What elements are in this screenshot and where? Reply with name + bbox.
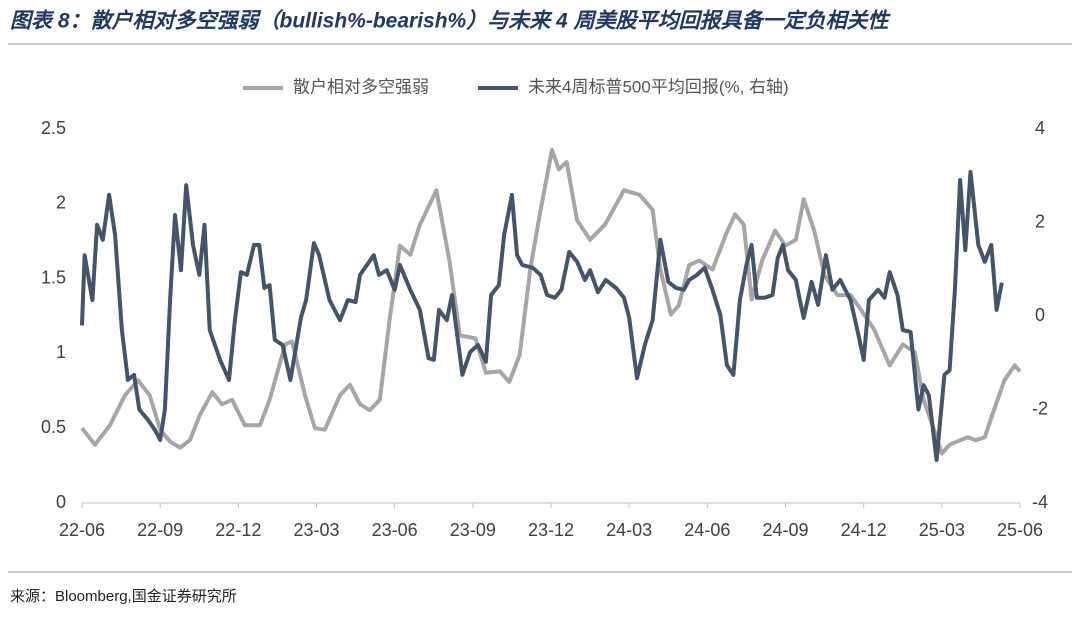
x-tick-label: 23-09 [450, 520, 496, 540]
x-tick-label: 22-12 [215, 520, 261, 540]
y-tick-label: 1.5 [41, 267, 66, 287]
chart-title: 图表 8：散户相对多空强弱（bullish%-bearish%）与未来 4 周美… [10, 9, 892, 33]
x-tick-label: 24-03 [606, 520, 652, 540]
y-tick-label: 0 [56, 492, 66, 512]
x-tick-label: 24-12 [841, 520, 887, 540]
x-tick-label: 25-03 [919, 520, 965, 540]
y-tick-label: 2.5 [41, 118, 66, 138]
y-tick-label: 0.5 [41, 417, 66, 437]
legend-label: 散户相对多空强弱 [293, 77, 429, 96]
x-tick-label: 25-06 [997, 520, 1043, 540]
y2-tick-label: -4 [1032, 492, 1048, 512]
y2-tick-label: -2 [1032, 398, 1048, 418]
series-line [80, 147, 1022, 456]
x-tick-label: 22-06 [59, 520, 105, 540]
x-tick-label: 24-09 [762, 520, 808, 540]
x-tick-label: 22-09 [137, 520, 183, 540]
y2-tick-label: 4 [1035, 118, 1045, 138]
x-tick-label: 23-06 [372, 520, 418, 540]
x-tick-label: 23-03 [293, 520, 339, 540]
source: 来源：Bloomberg,国金证券研究所 [10, 588, 237, 605]
y2-tick-label: 2 [1035, 211, 1045, 231]
x-tick-label: 23-12 [528, 520, 574, 540]
legend-label: 未来4周标普500平均回报(%, 右轴) [528, 77, 789, 96]
y2-tick-label: 0 [1035, 305, 1045, 325]
y-tick-label: 2 [56, 193, 66, 213]
series-line [80, 170, 1004, 462]
y-tick-label: 1 [56, 342, 66, 362]
x-tick-label: 24-06 [684, 520, 730, 540]
